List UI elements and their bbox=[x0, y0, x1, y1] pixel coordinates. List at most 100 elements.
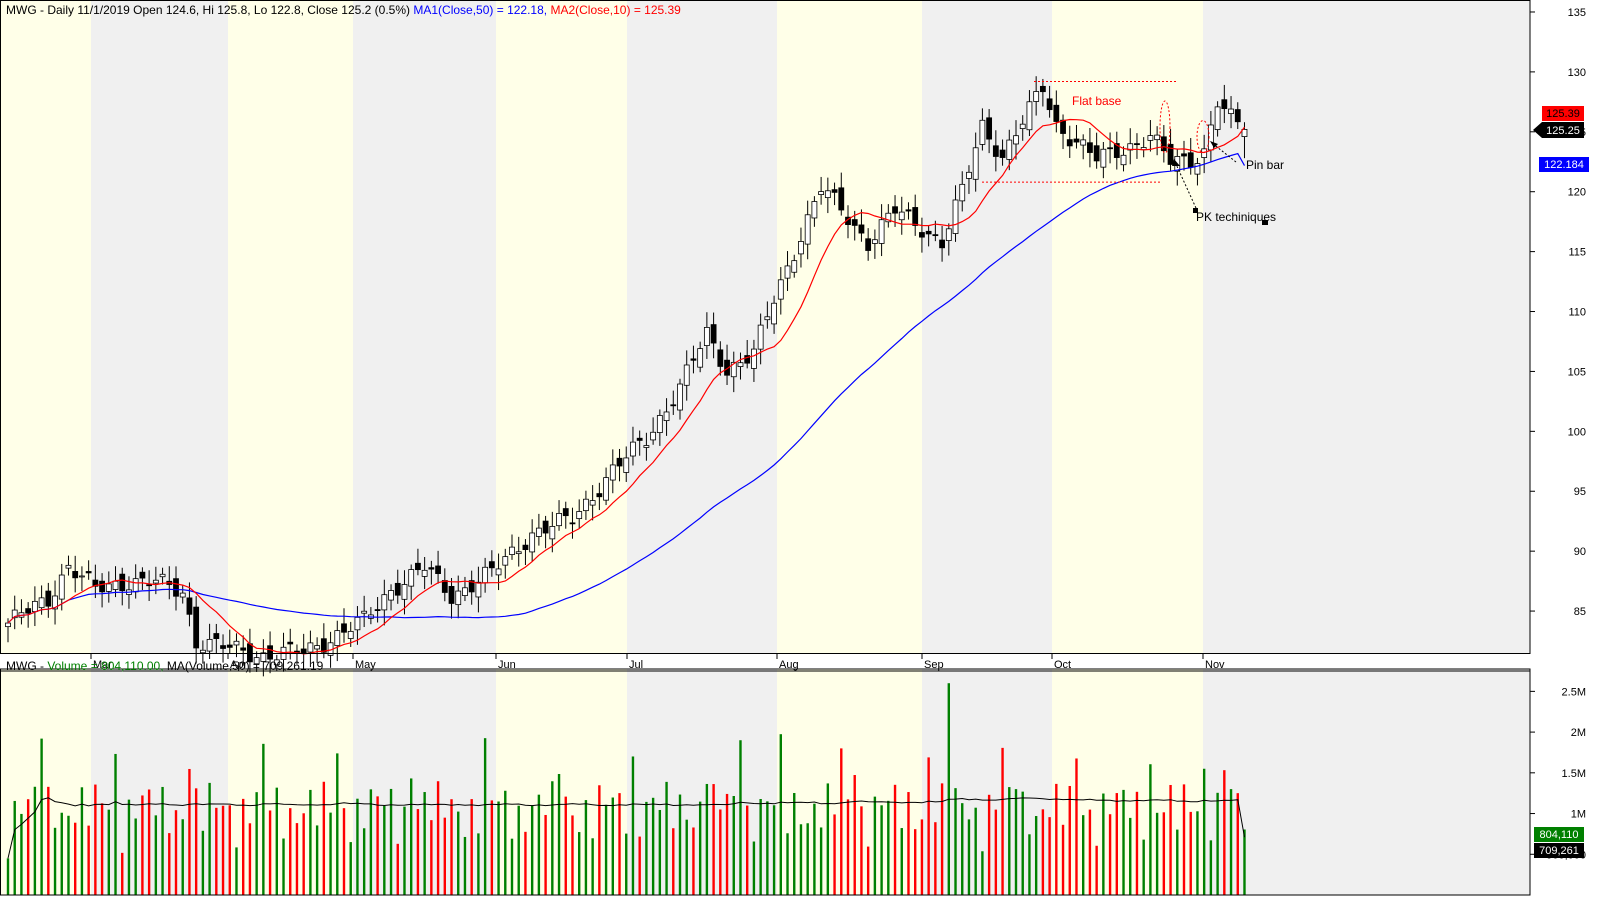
candle-body bbox=[408, 569, 415, 587]
volume-bar bbox=[631, 756, 635, 895]
candle-body bbox=[730, 361, 737, 378]
candle-body bbox=[663, 411, 670, 422]
candle-body bbox=[851, 219, 858, 226]
volume-bar bbox=[168, 833, 171, 895]
volume-bar bbox=[759, 799, 762, 895]
candle-body bbox=[79, 575, 85, 578]
candle-body bbox=[441, 580, 448, 593]
candle-body bbox=[1107, 147, 1113, 150]
candle-body bbox=[690, 358, 697, 361]
volume-bar bbox=[618, 793, 621, 895]
price-month-band bbox=[496, 0, 627, 653]
volume-bar bbox=[26, 799, 30, 895]
price-header-ma2: MA2(Close,10) = 125.39 bbox=[550, 3, 681, 17]
price-y-tick-label: 110 bbox=[1568, 307, 1586, 319]
candle-body bbox=[865, 238, 872, 251]
volume-bar bbox=[1122, 789, 1125, 895]
candle-body bbox=[898, 211, 905, 221]
candle-body bbox=[656, 415, 663, 434]
candle-body bbox=[1113, 143, 1120, 158]
volume-bar bbox=[336, 753, 339, 895]
volume-y-tick-label: 1.5M bbox=[1562, 768, 1586, 780]
x-tick-label: May bbox=[355, 659, 376, 671]
volume-bar bbox=[1216, 792, 1219, 895]
candle-body bbox=[240, 647, 247, 651]
candle-body bbox=[1201, 148, 1208, 158]
volume-bar bbox=[1209, 840, 1213, 895]
volume-bars[interactable] bbox=[6, 683, 1246, 895]
candle-body bbox=[892, 206, 898, 214]
candle-body bbox=[1033, 91, 1040, 102]
volume-bar bbox=[625, 833, 628, 895]
close-badge-text: 125.25 bbox=[1546, 125, 1580, 137]
volume-bar bbox=[833, 814, 836, 895]
candle-body bbox=[58, 574, 65, 600]
candle-body bbox=[623, 457, 630, 473]
volume-bar bbox=[719, 809, 722, 895]
candle-body bbox=[1181, 153, 1187, 157]
volume-bar bbox=[981, 851, 984, 895]
volume-bar bbox=[799, 824, 803, 895]
volume-bar bbox=[1028, 834, 1031, 895]
candle-body bbox=[744, 355, 751, 364]
volume-bar bbox=[819, 827, 823, 895]
candle-body bbox=[119, 573, 126, 592]
volume-bar bbox=[1223, 770, 1226, 895]
candle-body bbox=[603, 477, 609, 501]
candle-body bbox=[710, 324, 717, 344]
volume-bar bbox=[1082, 815, 1085, 895]
candle-body bbox=[522, 544, 529, 551]
volume-bar bbox=[658, 809, 662, 895]
candle-body bbox=[99, 580, 105, 593]
candle-body bbox=[334, 630, 341, 646]
volume-bar bbox=[994, 809, 998, 895]
candle-body bbox=[703, 327, 710, 346]
candle-body bbox=[159, 573, 166, 578]
volume-bar bbox=[242, 798, 245, 895]
candle-body bbox=[1019, 123, 1026, 129]
candle-body bbox=[952, 199, 959, 234]
candle-body bbox=[25, 608, 32, 614]
pin-bar-arrow bbox=[1211, 142, 1237, 163]
candle-body bbox=[220, 645, 226, 649]
volume-bar bbox=[147, 789, 151, 895]
price-month-band bbox=[777, 0, 922, 653]
candle-body bbox=[764, 316, 771, 321]
candle-body bbox=[1066, 139, 1073, 147]
volume-bar bbox=[793, 793, 796, 895]
volume-bar bbox=[1001, 747, 1004, 895]
candle-body bbox=[287, 641, 294, 645]
price-month-band bbox=[228, 0, 353, 653]
volume-bar bbox=[940, 783, 944, 895]
x-tick-label: Jul bbox=[629, 659, 643, 671]
price-month-band bbox=[91, 0, 228, 653]
price-candles[interactable] bbox=[5, 76, 1248, 677]
ma50-line bbox=[7, 152, 1246, 624]
volume-bar bbox=[571, 815, 574, 895]
volume-bar bbox=[201, 830, 205, 895]
volume-bar bbox=[537, 794, 541, 895]
volume-bar bbox=[934, 822, 937, 895]
price-y-tick-label: 120 bbox=[1568, 187, 1586, 199]
candle-body bbox=[448, 586, 455, 604]
volume-bar bbox=[530, 805, 534, 895]
volume-bar bbox=[161, 786, 164, 895]
candle-body bbox=[549, 526, 556, 540]
volume-bar bbox=[873, 796, 877, 895]
candle-body bbox=[267, 645, 273, 660]
volume-bar bbox=[732, 795, 735, 895]
volume-bar bbox=[255, 792, 258, 895]
candle-body bbox=[757, 324, 764, 350]
volume-bar bbox=[80, 787, 84, 895]
ma10-badge: 125.39 bbox=[1542, 106, 1584, 121]
candle-body bbox=[932, 234, 939, 237]
volume-ma-badge: 709,261 bbox=[1534, 843, 1584, 858]
volume-bar bbox=[53, 827, 57, 895]
candle-body bbox=[38, 597, 45, 609]
candle-body bbox=[959, 183, 966, 202]
candle-body bbox=[105, 583, 112, 592]
candle-body bbox=[831, 189, 838, 193]
volume-bar bbox=[342, 808, 346, 895]
candle-body bbox=[1214, 106, 1221, 130]
